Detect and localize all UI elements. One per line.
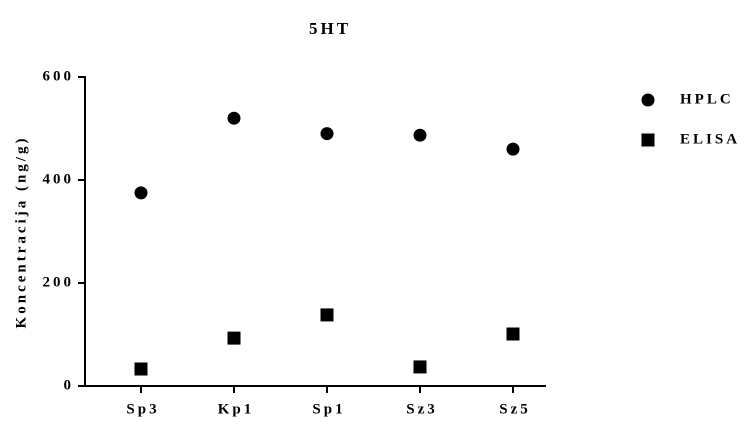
marker (227, 331, 241, 345)
x-tick-label: Sz3 (406, 401, 438, 417)
marker (413, 128, 427, 142)
marker (134, 362, 148, 376)
chart-title: 5HT (309, 19, 351, 38)
x-tick-label: Sz5 (499, 401, 531, 417)
legend-marker (641, 133, 655, 147)
marker (413, 360, 427, 374)
marker (320, 308, 334, 322)
legend-marker (641, 93, 655, 107)
marker (134, 186, 148, 200)
marker (506, 142, 520, 156)
x-tick-label: Sp1 (312, 401, 345, 417)
y-tick-label: 0 (64, 377, 75, 393)
marker (506, 327, 520, 341)
marker (227, 111, 241, 125)
x-tick-label: Kp1 (218, 401, 255, 417)
legend-label: HPLC (680, 91, 734, 107)
y-tick-label: 600 (43, 68, 75, 84)
y-tick-label: 400 (43, 171, 75, 187)
marker (320, 127, 334, 141)
x-tick-label: Sp3 (126, 401, 159, 417)
y-axis-label: Koncentracija (ng/g) (13, 136, 29, 329)
y-tick-label: 200 (43, 274, 75, 290)
legend-label: ELISA (680, 131, 740, 147)
